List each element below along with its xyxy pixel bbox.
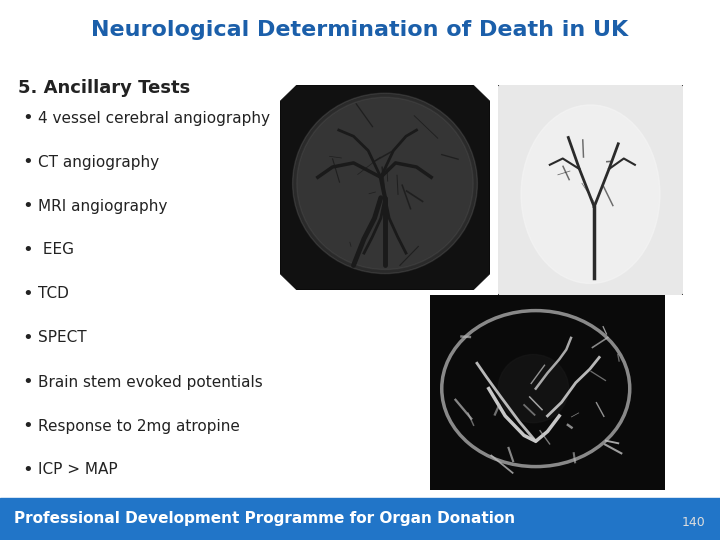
Bar <box>0 498 720 540</box>
Ellipse shape <box>292 93 477 274</box>
Text: 5. Ancillary Tests: 5. Ancillary Tests <box>18 79 190 97</box>
Text: Neurological Determination of Death in UK: Neurological Determination of Death in U… <box>91 20 629 40</box>
Text: CT angiography: CT angiography <box>38 154 159 170</box>
Text: SPECT: SPECT <box>38 330 86 346</box>
Text: 140: 140 <box>681 516 705 530</box>
FancyBboxPatch shape <box>496 83 685 297</box>
Text: •: • <box>22 153 32 171</box>
Text: •: • <box>22 373 32 391</box>
FancyBboxPatch shape <box>428 293 667 492</box>
Text: 4 vessel cerebral angiography: 4 vessel cerebral angiography <box>38 111 270 125</box>
Ellipse shape <box>498 354 569 423</box>
Text: •: • <box>22 329 32 347</box>
Text: TCD: TCD <box>38 287 69 301</box>
Text: ICP > MAP: ICP > MAP <box>38 462 117 477</box>
Text: MRI angiography: MRI angiography <box>38 199 167 213</box>
Text: •: • <box>22 109 32 127</box>
Text: •: • <box>22 461 32 479</box>
Text: Response to 2mg atropine: Response to 2mg atropine <box>38 418 240 434</box>
Text: EEG: EEG <box>38 242 74 258</box>
Ellipse shape <box>521 105 660 284</box>
Polygon shape <box>280 85 490 290</box>
Text: •: • <box>22 197 32 215</box>
Text: •: • <box>22 285 32 303</box>
Text: Professional Development Programme for Organ Donation: Professional Development Programme for O… <box>14 511 515 526</box>
Text: •: • <box>22 241 32 259</box>
Text: Brain stem evoked potentials: Brain stem evoked potentials <box>38 375 263 389</box>
Ellipse shape <box>297 97 473 269</box>
Text: •: • <box>22 417 32 435</box>
